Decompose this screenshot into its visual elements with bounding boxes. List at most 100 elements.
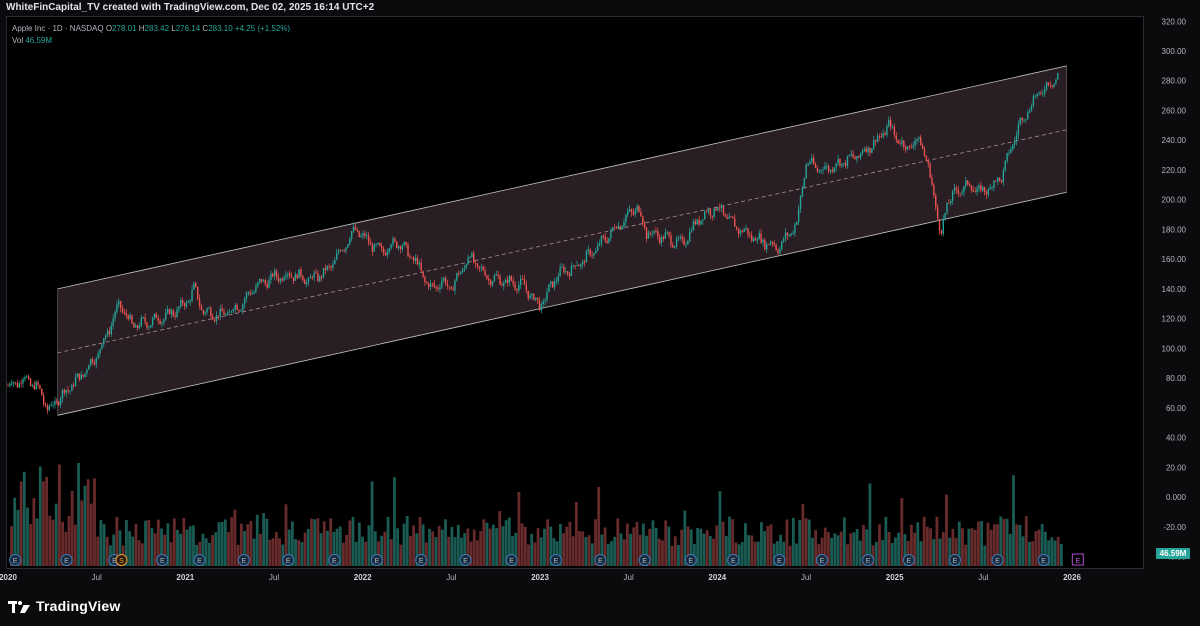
volume-bar [58,464,61,566]
earnings-marker-icon[interactable]: E [193,554,206,566]
volume-bar [693,544,696,566]
candle-body [281,278,283,281]
volume-bar [373,531,377,566]
candle-body [157,318,159,321]
candle-body [974,191,976,193]
candle-body [118,301,120,305]
volume-bar [887,531,891,566]
candle-body [396,241,398,248]
candle-body [1013,141,1016,145]
earnings-marker-icon[interactable]: E [638,554,651,566]
candle-body [322,268,325,278]
earnings-marker-icon[interactable]: E [549,554,562,566]
volume-bar [865,529,869,566]
candle-body [1057,73,1059,80]
earnings-marker-icon[interactable]: E [156,554,169,566]
candle-body [71,385,73,392]
candle-body [923,149,926,156]
candle-body [704,211,706,220]
candle-body [106,330,109,336]
svg-text:E: E [777,558,782,565]
candle-body [983,186,986,193]
volume-bar [530,533,534,566]
volume-bar [99,519,103,566]
earnings-marker-icon[interactable]: E [505,554,518,566]
volume-bar [207,542,211,566]
candle-body [756,239,759,241]
earnings-marker-icon[interactable]: E [9,554,22,566]
candle-body [551,281,554,288]
candle-body [732,216,734,219]
candle-body [583,261,586,263]
candle-body [675,238,678,247]
volume-bar [782,541,786,566]
candle-body [414,257,417,261]
candle-body [7,385,9,387]
volume-bar [284,504,288,566]
candle-body [831,170,834,172]
candle-body [550,281,552,285]
volume-bar [680,529,684,566]
earnings-marker-icon[interactable]: E [415,554,428,566]
earnings-marker-icon[interactable]: E [459,554,472,566]
candle-body [422,271,424,277]
volume-bar [629,533,632,566]
earnings-marker-icon[interactable]: E [902,554,915,566]
candle-body [347,244,349,248]
candle-body [127,315,129,320]
candle-body [814,163,817,168]
candle-body [891,126,894,128]
volume-bar [957,521,961,566]
candle-body [427,283,430,288]
candle-body [596,245,599,251]
volume-bar [699,528,703,566]
volume-bar [83,485,87,566]
volume-bar [1028,541,1031,566]
volume-bar [552,538,556,566]
candle-body [542,301,544,305]
volume-bar [849,533,853,566]
upcoming-earnings-icon [1071,553,1084,566]
volume-bar [243,531,246,566]
candle-body [518,284,520,291]
candle-body [672,244,674,248]
candle-body [12,382,15,384]
candle-body [221,308,223,312]
volume-bar [775,541,779,566]
candle-body [760,233,762,243]
volume-bar [785,519,789,566]
earnings-marker-icon[interactable]: E [862,554,875,566]
earnings-marker-icon[interactable]: E [815,554,828,566]
tradingview-logo[interactable]: TradingView [8,598,120,614]
earnings-marker-icon[interactable]: E [727,554,740,566]
candle-body [294,274,297,282]
candle-body [844,162,847,167]
earnings-marker-icon[interactable]: E [60,554,73,566]
volume-bar [192,525,195,566]
candle-body [904,146,907,150]
candle-body [403,242,405,246]
candle-body [715,208,717,211]
earnings-marker-icon[interactable]: E [1037,554,1050,566]
earnings-marker-icon[interactable]: E [328,554,341,566]
candle-body [148,327,150,329]
earnings-marker-icon[interactable]: E [594,554,607,566]
volume-bar [539,537,543,566]
volume-bar [105,536,109,566]
earnings-marker-icon[interactable]: E [237,554,250,566]
candle-body [512,280,514,285]
earnings-marker-icon[interactable]: E [991,554,1004,566]
candle-body [535,297,537,300]
candle-body [354,226,357,230]
earnings-marker-icon[interactable]: E [684,554,697,566]
earnings-marker-icon[interactable]: E [370,554,383,566]
candle-body [168,309,171,315]
earnings-marker-icon[interactable]: E [948,554,961,566]
candle-body [84,373,86,377]
candle-body [495,274,497,276]
candle-body [538,299,541,311]
earnings-marker-icon[interactable]: E [282,554,295,566]
volume-bar [1008,533,1012,566]
earnings-marker-icon[interactable]: E [773,554,786,566]
